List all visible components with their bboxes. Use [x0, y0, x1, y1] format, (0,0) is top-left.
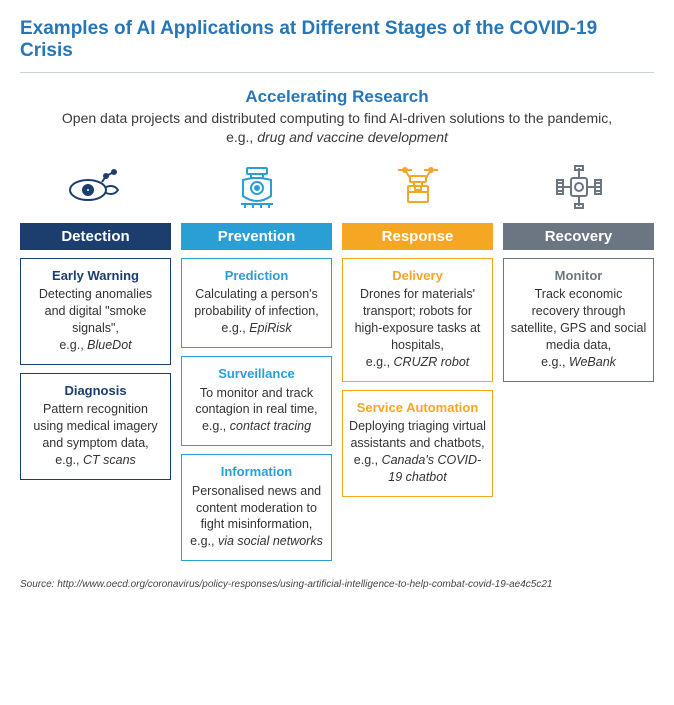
card-body: Detecting anomalies and digital "smoke s… [27, 286, 164, 337]
card-eg: e.g., BlueDot [27, 337, 164, 354]
card-body: Calculating a person's probability of in… [188, 286, 325, 320]
card-body: Personalised news and content moderation… [188, 483, 325, 534]
column-header-response: Response [342, 223, 493, 250]
card-title: Prediction [188, 267, 325, 285]
card: MonitorTrack economic recovery through s… [503, 258, 654, 382]
card-title: Service Automation [349, 399, 486, 417]
card: PredictionCalculating a person's probabi… [181, 258, 332, 348]
card-eg: e.g., via social networks [188, 533, 325, 550]
card-eg: e.g., Canada's COVID-19 chatbot [349, 452, 486, 486]
card-body: Pattern recognition using medical imager… [27, 401, 164, 452]
page-title: Examples of AI Applications at Different… [20, 18, 654, 62]
column-detection: Detection Early WarningDetecting anomalie… [20, 159, 171, 561]
card-title: Delivery [349, 267, 486, 285]
column-header-detection: Detection [20, 223, 171, 250]
card-title: Early Warning [27, 267, 164, 285]
card-title: Diagnosis [27, 382, 164, 400]
card-title: Monitor [510, 267, 647, 285]
card-eg: e.g., WeBank [510, 354, 647, 371]
subtitle-block: Accelerating Research Open data projects… [20, 87, 654, 147]
prevention-icon [181, 159, 332, 215]
card-body: Drones for materials' transport; robots … [349, 286, 486, 354]
column-header-recovery: Recovery [503, 223, 654, 250]
subtitle-heading: Accelerating Research [20, 87, 654, 107]
divider [20, 72, 654, 73]
columns-grid: Detection Early WarningDetecting anomalie… [20, 159, 654, 561]
card: DiagnosisPattern recognition using medic… [20, 373, 171, 480]
card-body: Track economic recovery through satellit… [510, 286, 647, 354]
card: Information Personalised news and content… [181, 454, 332, 561]
card-body: To monitor and track contagion in real t… [188, 385, 325, 419]
card: Surveillance To monitor and track contagi… [181, 356, 332, 446]
column-response: Response DeliveryDrones for materials' tr… [342, 159, 493, 561]
card-eg: e.g., CRUZR robot [349, 354, 486, 371]
column-recovery: Recovery MonitorTrack economic recovery t… [503, 159, 654, 561]
card: Early WarningDetecting anomalies and dig… [20, 258, 171, 365]
response-icon [342, 159, 493, 215]
card-eg: e.g., contact tracing [188, 418, 325, 435]
detection-icon [20, 159, 171, 215]
column-header-prevention: Prevention [181, 223, 332, 250]
source-text: Source: http://www.oecd.org/coronavirus/… [20, 579, 654, 590]
recovery-icon [503, 159, 654, 215]
subtitle-desc-italic: drug and vaccine development [257, 129, 448, 145]
card-eg: e.g., CT scans [27, 452, 164, 469]
card-title: Surveillance [188, 365, 325, 383]
card: Service AutomationDeploying triaging vir… [342, 390, 493, 497]
card-body: Deploying triaging virtual assistants an… [349, 418, 486, 452]
card-title: Information [188, 463, 325, 481]
subtitle-desc: Open data projects and distributed compu… [20, 109, 654, 147]
card: DeliveryDrones for materials' transport;… [342, 258, 493, 382]
column-prevention: Prevention PredictionCalculating a person… [181, 159, 332, 561]
card-eg: e.g., EpiRisk [188, 320, 325, 337]
